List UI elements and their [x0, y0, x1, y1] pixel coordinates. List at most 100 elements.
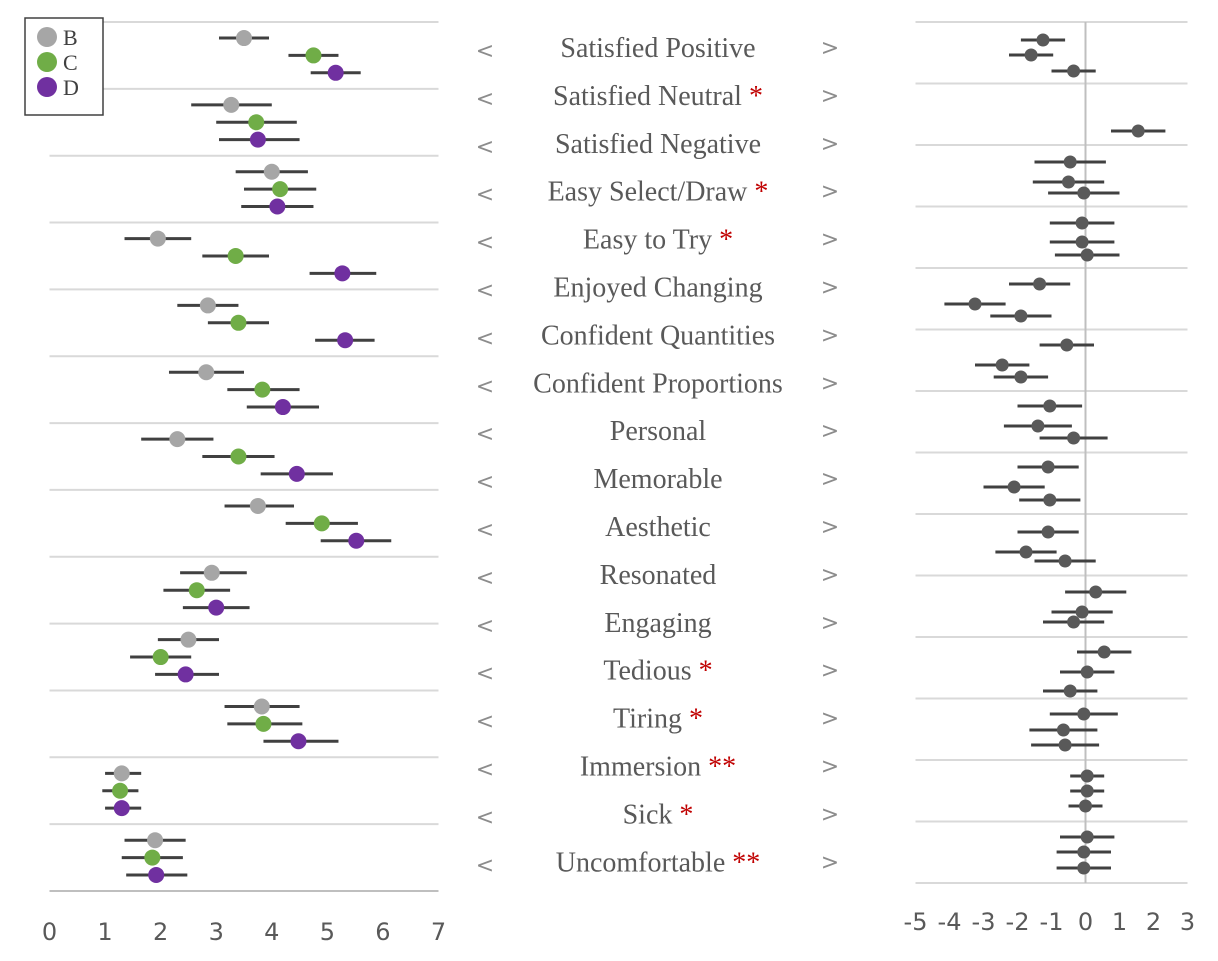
- difference-point: [1077, 845, 1091, 859]
- point-D: [249, 131, 266, 148]
- point-D: [208, 599, 225, 616]
- left-arrow: <: [476, 805, 494, 830]
- x-tick-label: 6: [375, 918, 390, 946]
- right-arrow: >: [821, 323, 839, 348]
- point-C: [112, 782, 129, 799]
- item-label: Personal: [610, 416, 707, 447]
- point-C: [227, 247, 244, 264]
- legend-label: B: [63, 25, 78, 50]
- difference-point: [1080, 830, 1094, 844]
- significance-stars: *: [747, 177, 768, 208]
- point-D: [348, 532, 365, 549]
- difference-point: [1080, 665, 1094, 679]
- difference-point: [1077, 186, 1091, 200]
- point-B: [223, 96, 240, 113]
- right-arrow: >: [821, 611, 839, 636]
- point-D: [269, 198, 286, 215]
- item-label: Resonated: [600, 560, 717, 591]
- difference-point: [995, 358, 1009, 372]
- item-label-text: Resonated: [600, 560, 717, 591]
- item-label: Immersion **: [580, 752, 736, 783]
- left-arrow: <: [476, 279, 494, 304]
- difference-point: [1067, 64, 1081, 78]
- point-C: [255, 715, 272, 732]
- point-B: [199, 297, 216, 314]
- difference-point: [1089, 585, 1103, 599]
- x-tick-label: -4: [938, 908, 962, 936]
- significance-stars: *: [682, 704, 703, 735]
- point-D: [327, 64, 344, 81]
- left-arrow: <: [476, 566, 494, 591]
- item-label: Tedious *: [603, 656, 712, 687]
- point-B: [263, 163, 280, 180]
- item-label-text: Tedious: [603, 656, 691, 687]
- difference-point: [1041, 525, 1055, 539]
- difference-point: [1077, 707, 1091, 721]
- difference-point: [1075, 235, 1089, 249]
- item-label-text: Immersion: [580, 752, 701, 783]
- significance-stars: *: [712, 225, 733, 256]
- difference-point: [1063, 155, 1077, 169]
- significance-stars: **: [701, 752, 736, 783]
- x-tick-label: 7: [431, 918, 446, 946]
- item-label: Tiring *: [613, 704, 703, 735]
- left-arrow: <: [476, 518, 494, 543]
- difference-point: [1056, 723, 1070, 737]
- left-arrow: <: [476, 374, 494, 399]
- difference-point: [1041, 460, 1055, 474]
- x-tick-label: 1: [97, 918, 112, 946]
- point-B: [149, 230, 166, 247]
- point-C: [230, 448, 247, 465]
- item-label-text: Satisfied Neutral: [553, 81, 742, 112]
- significance-stars: **: [725, 847, 760, 878]
- right-arrow: >: [821, 419, 839, 444]
- x-tick-label: 3: [209, 918, 224, 946]
- x-tick-label: -5: [904, 908, 928, 936]
- difference-point: [1080, 784, 1094, 798]
- left-arrow: <: [476, 135, 494, 160]
- item-label: Enjoyed Changing: [553, 273, 762, 304]
- legend-label: C: [63, 50, 78, 75]
- item-label-text: Aesthetic: [605, 512, 711, 543]
- item-label: Easy Select/Draw *: [548, 177, 769, 208]
- point-B: [180, 631, 197, 648]
- item-label-text: Easy to Try: [583, 225, 712, 256]
- point-C: [152, 649, 169, 666]
- point-B: [203, 564, 220, 581]
- difference-point: [1024, 48, 1038, 62]
- right-panel: -5 -4 -3 -2 -1 0 1 2 3: [904, 21, 1195, 936]
- difference-point: [1080, 248, 1094, 262]
- x-tick-label: 1: [1112, 908, 1127, 936]
- item-label-text: Tiring: [613, 704, 682, 735]
- right-arrow: >: [821, 659, 839, 684]
- left-arrow: <: [476, 853, 494, 878]
- item-label-text: Uncomfortable: [556, 847, 726, 878]
- item-label: Memorable: [593, 464, 722, 495]
- x-tick-label: 5: [320, 918, 335, 946]
- point-C: [248, 114, 265, 131]
- point-D: [290, 733, 307, 750]
- difference-point: [1014, 370, 1028, 384]
- legend: BCD: [24, 17, 104, 116]
- difference-point: [1007, 480, 1021, 494]
- x-tick-label: 3: [1180, 908, 1195, 936]
- difference-point: [1131, 124, 1145, 138]
- left-arrow: <: [476, 614, 494, 639]
- difference-point: [1077, 861, 1091, 875]
- item-label: Engaging: [604, 608, 711, 639]
- difference-point: [1014, 309, 1028, 323]
- legend-marker-B: [37, 27, 57, 47]
- right-arrow: >: [821, 802, 839, 827]
- point-C: [313, 515, 330, 532]
- right-arrow: >: [821, 515, 839, 540]
- point-B: [249, 497, 266, 514]
- right-arrow: >: [821, 563, 839, 588]
- difference-point: [1079, 799, 1092, 813]
- left-arrow: <: [476, 422, 494, 447]
- item-label: Uncomfortable **: [556, 847, 761, 878]
- difference-point: [1033, 277, 1047, 291]
- significance-stars: *: [672, 799, 693, 830]
- right-arrow: >: [821, 755, 839, 780]
- item-label-text: Engaging: [604, 608, 711, 639]
